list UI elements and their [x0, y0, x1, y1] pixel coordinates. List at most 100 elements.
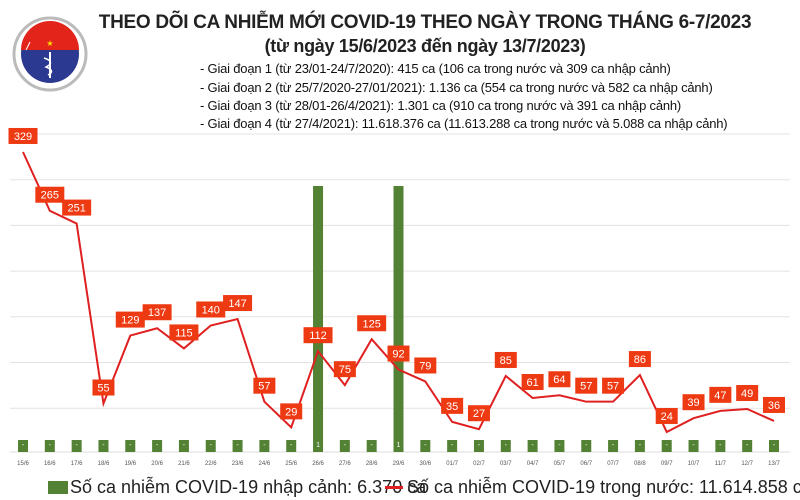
bar-imported — [742, 440, 753, 452]
line-domestic — [22, 151, 775, 434]
data-label-box — [548, 371, 571, 388]
data-label-box — [441, 397, 464, 414]
data-label: 79 — [419, 360, 431, 372]
x-tick-label: 29/6 — [393, 461, 405, 467]
bar-label: - — [666, 442, 669, 449]
bar-label: - — [478, 442, 481, 449]
data-label: 329 — [14, 131, 32, 143]
data-label-box — [387, 345, 410, 362]
bar-imported — [500, 440, 511, 452]
bar-imported — [393, 186, 404, 452]
x-tick-label: 16/6 — [44, 461, 56, 467]
data-label-box — [521, 374, 544, 391]
data-label-box — [736, 385, 759, 402]
legend-imported: Số ca nhiễm COVID-19 nhập cảnh: 6.370 ca — [48, 477, 426, 498]
data-label-box — [8, 127, 38, 144]
data-label: 35 — [446, 401, 458, 413]
data-label: 147 — [228, 298, 246, 310]
x-tick-label: 11/7 — [715, 461, 727, 467]
bar-imported — [473, 440, 484, 452]
ministry-of-health-logo: ★ — [12, 16, 88, 92]
data-label-box — [253, 377, 276, 394]
period-note-3: - Giai đoạn 3 (từ 28/01-26/4/2021): 1.30… — [200, 98, 682, 113]
data-label: 92 — [392, 349, 404, 361]
bar-imported — [313, 186, 324, 452]
data-label-box — [682, 394, 705, 411]
x-tick-label: 24/6 — [259, 461, 271, 467]
x-tick-label: 05/7 — [554, 461, 566, 467]
bar-label: - — [585, 442, 588, 449]
bar-imported — [286, 440, 297, 452]
data-label-box — [357, 315, 387, 332]
legend-line-swatch — [385, 486, 403, 489]
period-note-2: - Giai đoạn 2 (từ 25/7/2020-27/01/2021):… — [200, 80, 713, 95]
bar-label: - — [451, 442, 454, 449]
data-label-box — [196, 301, 226, 318]
data-label-box — [280, 403, 303, 420]
bar-imported — [152, 440, 163, 452]
data-label-box — [115, 311, 145, 328]
period-note-4: - Giai đoạn 4 (từ 27/4/2021): 11.618.376… — [200, 116, 728, 131]
bar-label: - — [692, 442, 695, 449]
data-label: 140 — [202, 304, 220, 316]
data-label-box — [92, 379, 115, 396]
data-label: 39 — [687, 397, 699, 409]
data-label: 251 — [67, 203, 85, 215]
bar-label: - — [263, 442, 266, 449]
x-tick-label: 10/7 — [688, 461, 700, 467]
bar-label: - — [75, 442, 78, 449]
x-tick-label: 17/6 — [71, 461, 83, 467]
data-label-box — [763, 396, 785, 413]
bar-label: - — [290, 442, 293, 449]
bar-imported — [769, 440, 779, 452]
data-label: 55 — [97, 383, 109, 395]
bar-label: - — [639, 442, 642, 449]
data-label-box — [35, 186, 65, 203]
bar-imported — [44, 440, 55, 452]
x-tick-label: 06/7 — [580, 461, 592, 467]
data-label-box — [602, 377, 625, 394]
data-label: 57 — [607, 381, 619, 393]
bar-imported — [554, 440, 565, 452]
bar-label: - — [746, 442, 749, 449]
data-label: 129 — [121, 315, 139, 327]
bar-label: - — [49, 442, 52, 449]
bar-label: - — [156, 442, 159, 449]
data-label-box — [494, 351, 517, 368]
data-label: 36 — [768, 400, 780, 412]
bar-label: - — [236, 442, 239, 449]
data-label: 86 — [634, 354, 646, 366]
period-note-1: - Giai đoạn 1 (từ 23/01-24/7/2020): 415 … — [200, 61, 671, 76]
legend-imported-label: Số ca nhiễm COVID-19 nhập cảnh: 6.370 ca — [70, 477, 427, 497]
x-tick-label: 26/6 — [312, 461, 324, 467]
data-label-box — [169, 324, 199, 341]
bar-imported — [366, 440, 377, 452]
x-tick-label: 27/6 — [339, 461, 351, 467]
legend-domestic-label: Số ca nhiễm COVID-19 trong nước: 11.614.… — [407, 477, 800, 497]
data-label-box — [333, 361, 356, 378]
data-label: 61 — [526, 377, 538, 389]
data-label: 47 — [714, 390, 726, 402]
data-label: 57 — [580, 381, 592, 393]
bar-imported — [178, 440, 189, 452]
data-label-box — [414, 357, 437, 374]
bar-imported — [634, 440, 645, 452]
data-label: 24 — [661, 411, 673, 423]
data-label: 85 — [500, 355, 512, 367]
x-tick-label: 18/6 — [98, 461, 110, 467]
x-tick-label: 21/6 — [178, 461, 190, 467]
bar-label: 1 — [397, 442, 401, 449]
x-tick-label: 19/6 — [124, 461, 136, 467]
data-label: 49 — [741, 388, 753, 400]
x-tick-label: 30/6 — [419, 461, 431, 467]
data-label: 75 — [339, 364, 351, 376]
bar-label: - — [505, 442, 508, 449]
x-tick-label: 03/7 — [500, 461, 512, 467]
bar-label: 1 — [316, 442, 320, 449]
bar-label: - — [183, 442, 186, 449]
bar-imported — [18, 440, 28, 452]
data-label: 57 — [258, 381, 270, 393]
x-tick-label: 09/7 — [661, 461, 673, 467]
data-label: 27 — [473, 408, 485, 420]
bar-label: - — [129, 442, 132, 449]
